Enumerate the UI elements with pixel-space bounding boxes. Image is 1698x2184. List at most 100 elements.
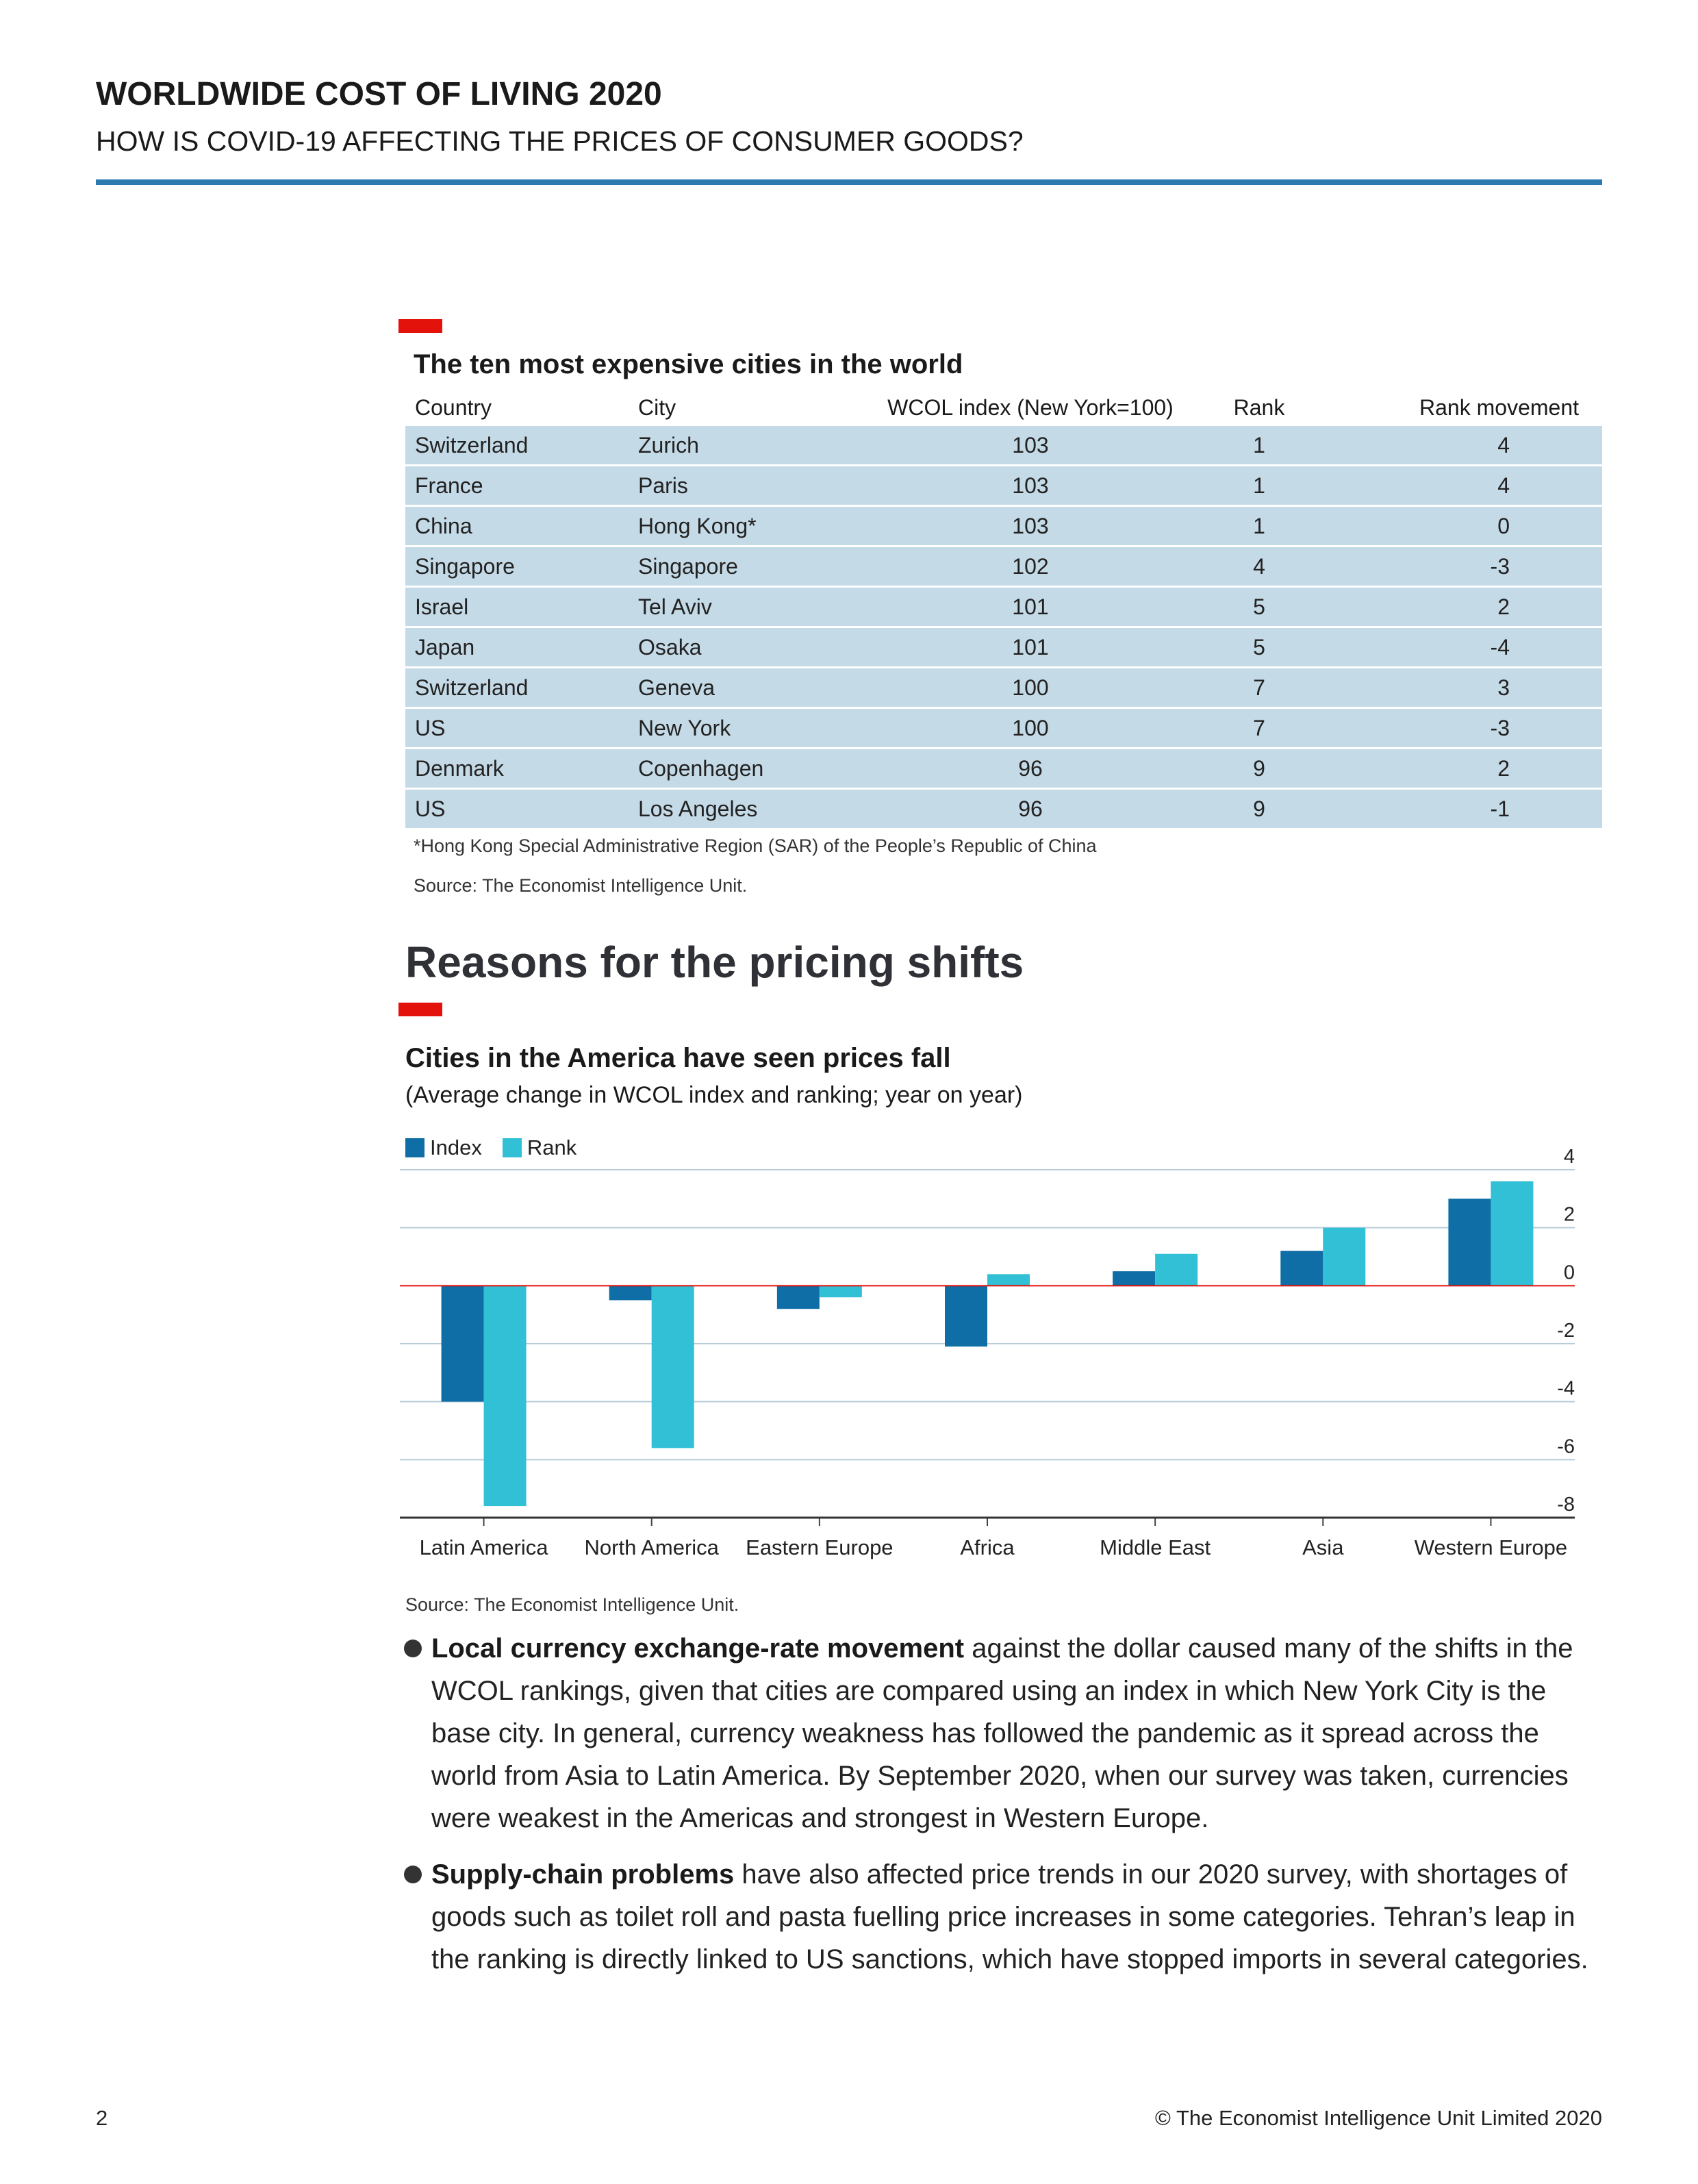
cell-rank: 1	[1253, 513, 1265, 538]
y-tick-label: -2	[1557, 1320, 1575, 1342]
cell-index: 100	[1012, 675, 1049, 700]
cell-rank-movement: 3	[1497, 675, 1510, 700]
cell-country: China	[415, 513, 472, 538]
table-body: Switzerland Zurich 103 1 4 France Paris 103 1 4 Ch…	[405, 426, 1602, 828]
cell-rank: 1	[1253, 432, 1265, 457]
cell-country: Japan	[415, 634, 475, 660]
legend-swatch-rank	[502, 1138, 522, 1157]
cell-index: 96	[1018, 796, 1043, 821]
cell-index: 101	[1012, 594, 1049, 619]
bar-index	[441, 1285, 484, 1402]
document-title: WORLDWIDE COST OF LIVING 2020	[96, 76, 662, 112]
bar-index	[609, 1285, 652, 1301]
legend-label-rank: Rank	[527, 1135, 577, 1159]
bar-rank	[651, 1285, 694, 1448]
cell-rank-movement: 4	[1497, 473, 1510, 498]
table-row: Switzerland Zurich 103 1 4	[405, 426, 1602, 464]
table-row: Switzerland Geneva 100 7 3	[405, 668, 1602, 707]
table-row: US Los Angeles 96 9 -1	[405, 790, 1602, 828]
document-subtitle: HOW IS COVID-19 AFFECTING THE PRICES OF …	[96, 125, 1024, 157]
bar-rank	[1323, 1227, 1366, 1286]
x-category-label: Latin America	[420, 1535, 549, 1559]
y-tick-label: 4	[1564, 1146, 1575, 1168]
cell-city: New York	[638, 715, 731, 740]
cell-country: US	[415, 715, 446, 740]
cell-index: 103	[1012, 473, 1049, 498]
chart-legend: Index Rank	[405, 1135, 597, 1160]
y-tick-label: 2	[1564, 1204, 1575, 1226]
cell-rank: 5	[1253, 634, 1265, 660]
cell-rank: 9	[1253, 755, 1265, 781]
table-source: Source: The Economist Intelligence Unit.	[414, 875, 748, 896]
cell-index: 102	[1012, 553, 1049, 579]
bullet-lead: Supply-chain problems	[431, 1859, 735, 1890]
x-category-label: Asia	[1302, 1535, 1344, 1559]
cell-city: Zurich	[638, 432, 699, 457]
chart-red-marker	[398, 1003, 442, 1016]
legend-swatch-index	[405, 1138, 424, 1157]
bar-index	[1113, 1271, 1156, 1286]
page-number: 2	[96, 2106, 108, 2130]
bar-index	[776, 1285, 820, 1309]
cell-rank: 9	[1253, 796, 1265, 821]
cell-city: Paris	[638, 473, 688, 498]
bar-index	[1448, 1198, 1491, 1286]
cell-city: Copenhagen	[638, 755, 764, 781]
cell-country: Denmark	[415, 755, 504, 781]
x-category-label: Middle East	[1100, 1535, 1211, 1559]
bullet-paragraph-supply-chain: Supply-chain problems have also affected…	[404, 1853, 1609, 1981]
bar-rank	[1491, 1181, 1534, 1286]
bar-rank	[1155, 1253, 1198, 1286]
bar-rank	[987, 1274, 1030, 1286]
cell-index: 100	[1012, 715, 1049, 740]
cell-city: Los Angeles	[638, 796, 758, 821]
cell-index: 103	[1012, 513, 1049, 538]
cell-city: Geneva	[638, 675, 715, 700]
table-row: Israel Tel Aviv 101 5 2	[405, 588, 1602, 626]
table-red-marker	[398, 319, 442, 333]
table-row: Japan Osaka 101 5 -4	[405, 628, 1602, 666]
bar-rank	[483, 1285, 527, 1507]
cell-rank: 1	[1253, 473, 1265, 498]
column-header-rank-movement: Rank movement	[1419, 394, 1579, 420]
chart-title: Cities in the America have seen prices f…	[405, 1043, 951, 1073]
x-category-label: Africa	[960, 1535, 1015, 1559]
cell-city: Osaka	[638, 634, 702, 660]
y-tick-label: -6	[1557, 1435, 1575, 1457]
table-title: The ten most expensive cities in the wor…	[414, 349, 963, 379]
cell-rank-movement: -4	[1490, 634, 1510, 660]
bar-index	[1280, 1251, 1323, 1286]
chart-subtitle: (Average change in WCOL index and rankin…	[405, 1082, 1023, 1108]
cell-rank-movement: -3	[1490, 715, 1510, 740]
cell-city: Tel Aviv	[638, 594, 712, 619]
bar-rank	[819, 1285, 862, 1298]
table-row: Denmark Copenhagen 96 9 2	[405, 749, 1602, 788]
header-rule	[96, 179, 1602, 185]
cell-country: Israel	[415, 594, 469, 619]
table-row: Singapore Singapore 102 4 -3	[405, 547, 1602, 586]
cell-rank-movement: -1	[1490, 796, 1510, 821]
bar-index	[945, 1285, 987, 1347]
table-row: France Paris 103 1 4	[405, 466, 1602, 505]
table-row: US New York 100 7 -3	[405, 709, 1602, 747]
y-tick-label: -4	[1557, 1378, 1575, 1400]
table-header-row: Country City WCOL index (New York=100) R…	[405, 389, 1602, 426]
cell-country: France	[415, 473, 483, 498]
column-header-index: WCOL index (New York=100)	[887, 394, 1174, 420]
chart-source: Source: The Economist Intelligence Unit.	[405, 1594, 739, 1615]
bullet-body: against the dollar caused many of the sh…	[431, 1633, 1573, 1833]
cell-country: US	[415, 796, 446, 821]
cell-rank-movement: -3	[1490, 553, 1510, 579]
bullet-dot	[404, 1640, 422, 1657]
legend-label-index: Index	[430, 1135, 482, 1159]
cell-index: 96	[1018, 755, 1043, 781]
cell-index: 101	[1012, 634, 1049, 660]
bar-chart: 4 2 0 -2 -4 -6 -8 Latin America North America Eas…	[400, 1146, 1575, 1559]
cities-table: Country City WCOL index (New York=100) R…	[405, 389, 1602, 830]
cell-rank-movement: 2	[1497, 755, 1510, 781]
column-header-city: City	[638, 394, 676, 420]
cell-index: 103	[1012, 432, 1049, 457]
column-header-rank: Rank	[1233, 394, 1285, 420]
cell-city: Hong Kong*	[638, 513, 757, 538]
cell-rank: 7	[1253, 715, 1265, 740]
